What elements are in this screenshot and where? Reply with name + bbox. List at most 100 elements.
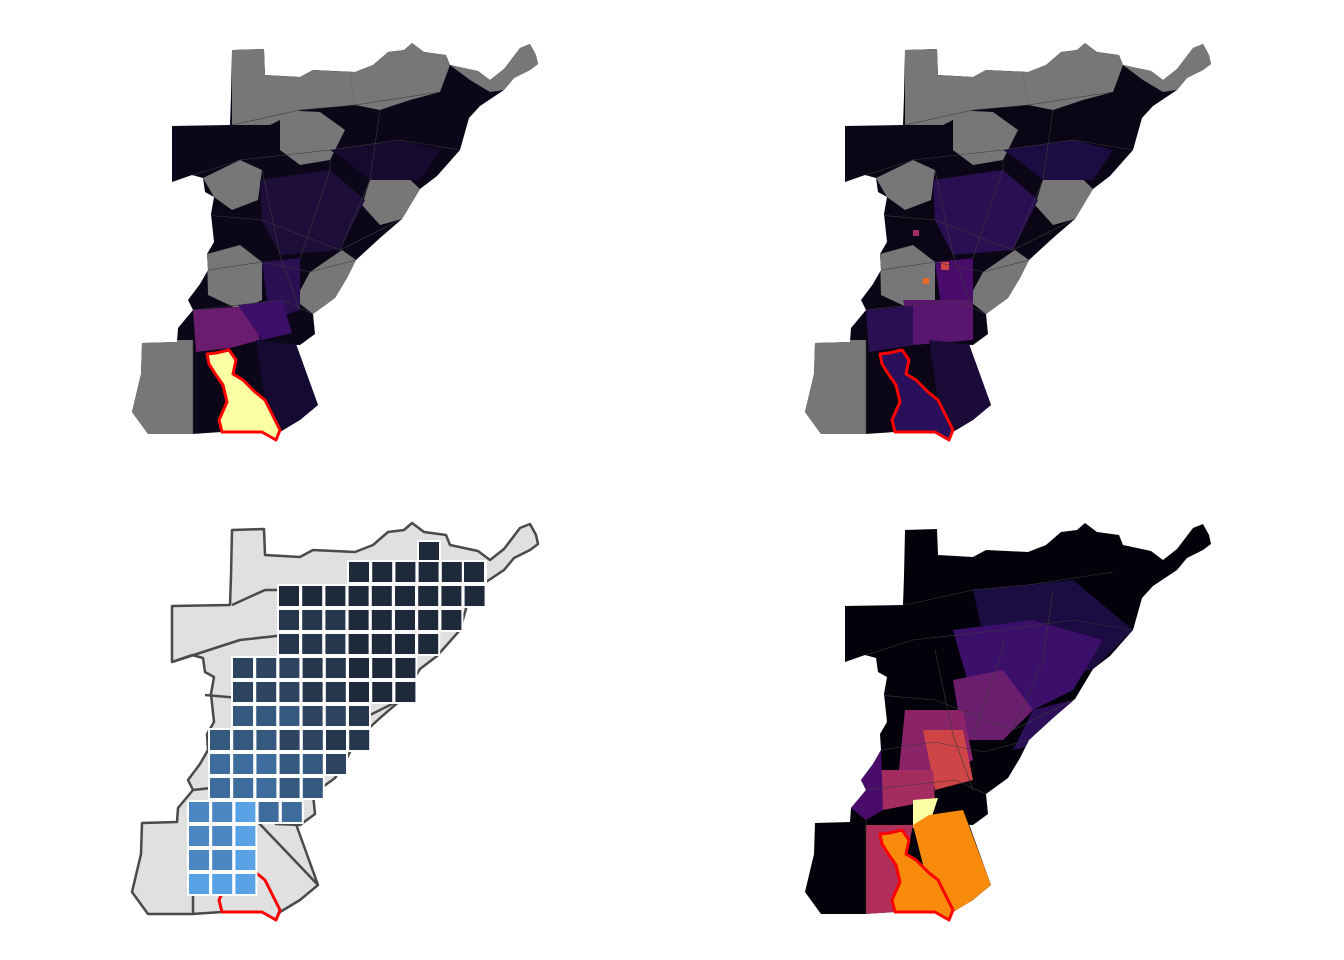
grid-cell <box>393 680 418 704</box>
grid-cell <box>300 752 325 776</box>
grid-cell <box>462 560 486 584</box>
grid-cell <box>210 872 235 896</box>
grid-cell <box>347 680 371 704</box>
grid-cell <box>277 632 301 656</box>
grid-cell <box>300 608 325 632</box>
tract <box>1003 140 1113 180</box>
tract <box>929 340 991 430</box>
grid-cell <box>300 776 325 800</box>
grid-cell <box>233 824 258 848</box>
grid-cell <box>231 656 255 680</box>
grid-cell <box>393 656 418 680</box>
no-data-region <box>1035 172 1093 225</box>
grid-cell <box>233 800 258 824</box>
grid-cell <box>346 584 371 608</box>
grid-cell <box>279 800 304 824</box>
grid-cell <box>347 656 371 680</box>
grid-cell <box>416 584 441 608</box>
grid-cell <box>370 656 395 680</box>
no-data-region <box>905 49 1028 125</box>
no-data-region <box>362 172 420 225</box>
grid-cell <box>300 680 325 704</box>
no-data-region <box>207 245 262 310</box>
grid-cell <box>393 584 417 608</box>
grid-cell <box>231 776 256 800</box>
no-data-region <box>880 245 935 310</box>
tract-map <box>805 43 1211 440</box>
grid-cell <box>277 680 302 704</box>
grid-cell <box>277 608 301 632</box>
grid-cell <box>300 704 325 728</box>
grid-cell <box>277 656 302 680</box>
grid-cell <box>324 728 348 752</box>
grid-cell <box>254 704 279 728</box>
grid-cell <box>347 560 371 584</box>
grid-cell <box>324 752 348 776</box>
hot-tract <box>923 278 929 284</box>
hot-tract <box>913 230 919 236</box>
grid-cell <box>277 704 302 728</box>
tract-lines <box>844 571 1134 914</box>
grid-cell <box>210 848 235 872</box>
grid-cell <box>233 848 258 872</box>
grid-cell <box>439 560 464 584</box>
grid-cell <box>254 728 279 752</box>
grid-cell <box>439 584 464 608</box>
grid-cell <box>231 752 256 776</box>
grid-cell <box>347 704 371 728</box>
panel-top-left <box>132 43 538 442</box>
no-data-region <box>132 340 193 434</box>
tract <box>933 170 1038 255</box>
no-data-region <box>295 250 356 314</box>
grid-cell <box>231 680 255 704</box>
grid-cell <box>393 560 418 584</box>
no-data-region <box>232 49 355 125</box>
tract <box>256 340 318 430</box>
grid-cell <box>233 872 258 896</box>
no-data-region <box>1123 44 1211 92</box>
grid-cell <box>323 680 348 704</box>
grid-cell <box>187 848 211 872</box>
no-data-region <box>805 340 866 434</box>
grid-cell <box>300 584 325 608</box>
grid-cell <box>323 584 348 608</box>
grid-cell <box>417 540 441 564</box>
tract <box>913 798 938 828</box>
grid-cell <box>323 656 348 680</box>
hot-tract <box>941 262 949 270</box>
grid-cell <box>208 776 232 800</box>
tract <box>330 140 440 180</box>
grid-cell <box>347 728 372 752</box>
no-data-region <box>968 250 1029 314</box>
grid-cell <box>187 800 211 824</box>
grid-cell <box>416 608 441 632</box>
tract <box>953 670 1033 740</box>
panel-bottom-right <box>805 523 1211 922</box>
grid-cell <box>187 872 211 896</box>
grid-cell <box>416 632 441 656</box>
grid-cell <box>369 584 394 608</box>
tract <box>923 730 973 790</box>
grid-cell <box>393 632 417 656</box>
highlight-region <box>878 348 955 442</box>
grid-cell <box>439 608 464 632</box>
grid-cell <box>369 608 394 632</box>
grid-cell <box>256 800 281 824</box>
highlight-region <box>205 348 282 442</box>
grid-cell <box>346 632 371 656</box>
tract <box>260 170 365 255</box>
no-data-region <box>450 44 538 92</box>
tract <box>903 300 973 345</box>
no-data-region <box>876 160 935 210</box>
grid-cell <box>277 728 302 752</box>
grid-cell <box>277 776 302 800</box>
panel-bottom-left <box>130 521 540 922</box>
grid-cell <box>462 584 487 608</box>
no-data-region <box>1023 43 1123 110</box>
panel-top-right <box>805 43 1211 442</box>
grid-cell <box>254 656 279 680</box>
grid-cell <box>231 728 256 752</box>
grid-cell <box>416 560 441 584</box>
grid-cells <box>187 540 487 896</box>
no-data-region <box>280 110 345 165</box>
